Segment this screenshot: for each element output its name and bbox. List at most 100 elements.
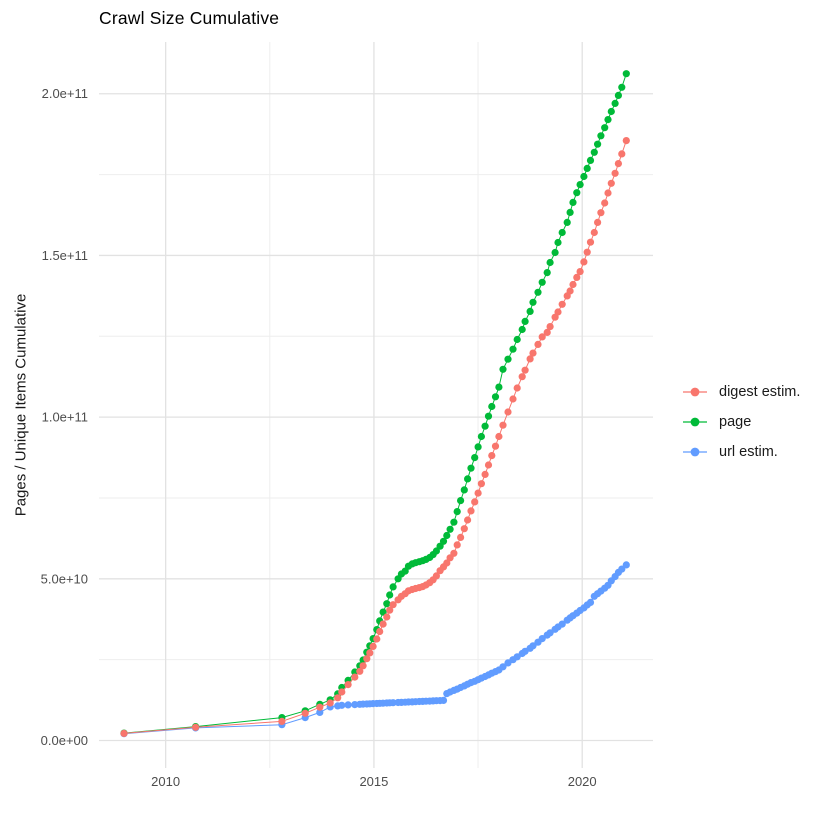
data-point-digest-estim- <box>443 559 451 567</box>
legend-key-icon <box>683 417 707 427</box>
legend-label: page <box>719 414 752 430</box>
data-point-page <box>622 70 630 78</box>
data-point-digest-estim- <box>484 461 493 469</box>
data-point-digest-estim- <box>604 189 612 197</box>
data-point-page <box>551 248 559 257</box>
data-point-page <box>389 583 397 591</box>
data-point-page <box>543 269 551 277</box>
data-point-digest-estim- <box>504 408 512 416</box>
data-point-digest-estim- <box>618 150 626 158</box>
legend-item-digest-estim-: digest estim. <box>682 377 800 407</box>
data-point-digest-estim- <box>359 662 367 670</box>
data-point-page <box>614 91 623 99</box>
data-point-digest-estim- <box>471 498 479 506</box>
data-point-digest-estim- <box>580 258 588 266</box>
data-point-url-estim- <box>558 620 566 628</box>
data-point-digest-estim- <box>513 384 521 392</box>
legend-item-page: page <box>682 407 800 437</box>
data-point-digest-estim- <box>601 199 609 207</box>
data-point-digest-estim- <box>583 248 591 256</box>
data-point-digest-estim- <box>376 627 384 636</box>
data-point-digest-estim- <box>334 694 342 702</box>
data-point-page <box>597 132 605 140</box>
data-point-digest-estim- <box>521 366 529 374</box>
data-point-page <box>601 124 609 132</box>
data-point-page <box>521 317 529 325</box>
data-point-page <box>534 288 542 296</box>
x-tick-label: 2015 <box>359 774 388 789</box>
data-point-page <box>580 172 588 181</box>
legend-item-url-estim-: url estim. <box>682 437 800 467</box>
legend: digest estim. page url estim. <box>682 377 800 467</box>
data-point-digest-estim- <box>499 421 507 429</box>
data-point-url-estim- <box>338 701 346 709</box>
data-point-digest-estim- <box>518 373 526 381</box>
data-point-page <box>471 454 479 462</box>
data-point-digest-estim- <box>614 160 623 168</box>
data-point-page <box>495 383 503 391</box>
data-point-page <box>611 99 619 107</box>
data-point-url-estim- <box>586 598 595 607</box>
data-point-page <box>563 218 571 226</box>
data-point-page <box>467 464 475 472</box>
data-point-page <box>573 189 581 197</box>
data-point-page <box>566 208 574 216</box>
data-point-page <box>526 307 534 315</box>
data-point-digest-estim- <box>379 620 387 628</box>
data-point-digest-estim- <box>344 681 352 689</box>
data-point-digest-estim- <box>477 480 485 488</box>
data-point-page <box>491 393 500 401</box>
data-point-digest-estim- <box>558 300 566 308</box>
data-point-url-estim- <box>316 708 324 717</box>
data-point-digest-estim- <box>383 613 391 621</box>
data-point-digest-estim- <box>316 703 324 711</box>
data-point-page <box>513 335 521 344</box>
data-point-digest-estim- <box>611 169 619 177</box>
data-point-page <box>379 608 387 616</box>
data-point-digest-estim- <box>481 470 489 478</box>
data-point-url-estim- <box>622 561 630 569</box>
data-point-page <box>481 422 489 430</box>
x-tick-label: 2020 <box>568 774 597 789</box>
data-point-page <box>457 497 465 505</box>
data-point-page <box>464 475 472 483</box>
data-point-page <box>590 148 598 156</box>
data-point-page <box>618 83 626 91</box>
data-point-digest-estim- <box>590 228 598 237</box>
y-tick-label: 1.0e+11 <box>42 410 88 425</box>
data-point-page <box>460 486 468 494</box>
data-point-digest-estim- <box>576 268 584 276</box>
data-point-url-estim- <box>529 642 537 650</box>
data-point-page <box>583 164 591 172</box>
data-point-page <box>504 355 512 363</box>
y-tick-label: 5.0e+10 <box>41 571 88 586</box>
data-point-digest-estim- <box>356 667 364 675</box>
data-point-digest-estim- <box>386 606 394 614</box>
data-point-digest-estim- <box>622 137 630 145</box>
data-point-digest-estim- <box>457 533 465 542</box>
data-point-page <box>488 402 496 411</box>
data-point-digest-estim- <box>543 328 551 336</box>
chart-title: Crawl Size Cumulative <box>99 8 280 28</box>
data-point-digest-estim- <box>453 541 461 549</box>
data-point-page <box>474 443 482 451</box>
data-point-page <box>518 325 526 334</box>
data-point-digest-estim- <box>432 572 440 580</box>
data-point-digest-estim- <box>326 699 334 707</box>
legend-label: url estim. <box>719 444 778 460</box>
data-point-digest-estim- <box>566 287 574 295</box>
data-point-page <box>450 518 458 526</box>
data-point-url-estim- <box>546 629 554 637</box>
legend-label: digest estim. <box>719 384 801 400</box>
data-point-page <box>546 258 554 267</box>
data-point-digest-estim- <box>594 218 602 226</box>
data-point-page <box>607 107 615 116</box>
data-point-page <box>594 140 602 148</box>
data-point-page <box>529 298 537 306</box>
data-point-url-estim- <box>499 663 507 671</box>
data-point-page <box>386 591 394 599</box>
data-point-page <box>586 156 595 164</box>
data-point-page <box>558 228 566 237</box>
